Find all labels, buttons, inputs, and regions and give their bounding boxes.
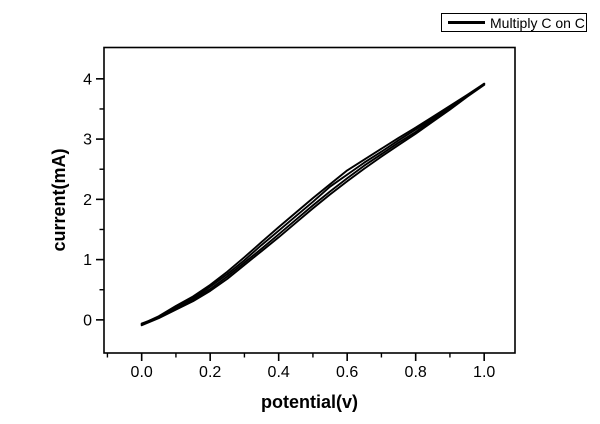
curve-trace-2 (140, 83, 486, 326)
curve-trace-3 (140, 82, 486, 325)
x-tick-label: 1.0 (473, 364, 495, 381)
curve-trace-1 (140, 82, 486, 326)
x-tick-label: 0.0 (131, 364, 153, 381)
curve-trace-4 (140, 83, 486, 327)
y-axis-title: current(mA) (49, 148, 69, 252)
x-tick-label: 0.6 (336, 364, 358, 381)
x-tick-label: 0.8 (405, 364, 427, 381)
legend-label: Multiply C on C (490, 14, 585, 31)
y-tick-label: 0 (83, 312, 92, 329)
legend-line-sample-icon (448, 21, 485, 24)
x-axis-title: potential(v) (261, 392, 358, 412)
y-tick-label: 1 (83, 252, 92, 269)
x-tick-label: 0.2 (199, 364, 221, 381)
plot-frame (103, 46, 516, 354)
legend: Multiply C on C (441, 13, 587, 32)
x-tick-label: 0.4 (268, 364, 290, 381)
y-tick-label: 4 (83, 71, 92, 88)
y-tick-label: 2 (83, 192, 92, 209)
y-tick-label: 3 (83, 132, 92, 149)
